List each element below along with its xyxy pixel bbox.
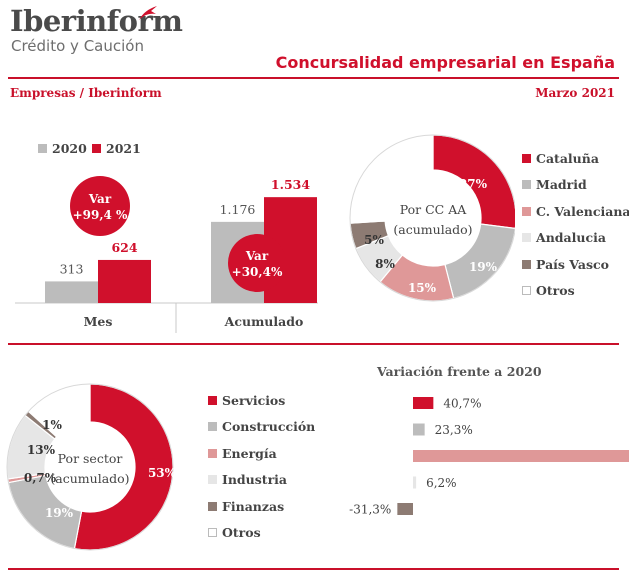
donut-center-label: Por CC AA bbox=[400, 202, 468, 217]
brand-subtitle: Crédito y Caución bbox=[11, 37, 144, 55]
legend-swatch bbox=[208, 475, 217, 485]
legend-label: 2020 bbox=[52, 141, 87, 156]
hbar-chart-variation: 40,7%23,3%450,0%6,2%-31,3% bbox=[349, 397, 629, 517]
variation-badge-text: Var bbox=[88, 192, 112, 206]
variation-badge-text: +30,4% bbox=[232, 265, 283, 279]
brand-logo-text: Iberinform bbox=[10, 4, 183, 38]
variation-value-label: 6,2% bbox=[426, 476, 457, 490]
bar-chart-total: 313 624 Mes 1.176 1.534 Acumulado Var +99,4 % Va… bbox=[15, 176, 318, 333]
legend-label: Andalucia bbox=[536, 230, 606, 246]
legend-swatch bbox=[522, 259, 531, 269]
variation-badge-text: Var bbox=[245, 249, 269, 263]
bar-value-label: 1.534 bbox=[271, 177, 310, 192]
variation-bar-energ-a bbox=[413, 450, 629, 462]
legend-item-2021: 2021 bbox=[92, 141, 141, 156]
legend-item-catalu-a: Cataluña bbox=[522, 151, 629, 177]
variation-bar-construcci-n bbox=[413, 423, 425, 436]
legend-label: Energía bbox=[222, 445, 277, 461]
donut-outline bbox=[349, 134, 515, 302]
legend-label: 2021 bbox=[106, 141, 141, 156]
legend-label: Industria bbox=[222, 472, 288, 488]
legend-swatch bbox=[208, 501, 217, 511]
legend-label: Madrid bbox=[536, 177, 587, 193]
donut-center-label: (acumulado) bbox=[50, 471, 129, 486]
legend-label: C. Valenciana bbox=[536, 203, 629, 219]
category-label: Mes bbox=[84, 314, 113, 329]
legend-item-servicios: Servicios bbox=[208, 393, 315, 419]
donut-center-label: (acumulado) bbox=[393, 222, 472, 237]
legend-label: Finanzas bbox=[222, 498, 285, 514]
middle-rule bbox=[8, 343, 619, 345]
legend-item-andalucia: Andalucia bbox=[522, 230, 629, 256]
donut-value-label: 5% bbox=[364, 233, 384, 247]
source-label: Empresas / Iberinform bbox=[10, 86, 162, 100]
bar-value-label: 1.176 bbox=[220, 202, 256, 217]
bar-2021-mes bbox=[98, 259, 151, 303]
variation-chart-title: Variación frente a 2020 bbox=[377, 364, 542, 379]
legend-item-otros: Otros bbox=[522, 283, 629, 309]
donut-outline bbox=[6, 383, 174, 551]
legend-item-otros: Otros bbox=[208, 525, 315, 551]
legend-item-industria: Industria bbox=[208, 472, 315, 498]
bar-2020-mes bbox=[45, 281, 98, 303]
variation-value-label: 23,3% bbox=[435, 423, 473, 437]
variation-bar-servicios bbox=[413, 397, 434, 409]
legend-swatch bbox=[208, 396, 217, 405]
legend-label: Construcción bbox=[222, 419, 316, 435]
legend-swatch bbox=[92, 144, 101, 153]
legend-item-finanzas: Finanzas bbox=[208, 499, 315, 525]
donut-value-label: 0,7% bbox=[24, 471, 57, 485]
legend-swatch bbox=[522, 233, 531, 243]
donut-value-label: 19% bbox=[469, 260, 498, 274]
legend-swatch bbox=[522, 154, 531, 163]
legend-item-madrid: Madrid bbox=[522, 177, 629, 203]
legend-swatch bbox=[38, 144, 47, 153]
legend-swatch bbox=[208, 422, 217, 432]
donut-center-label: Por sector bbox=[58, 451, 123, 466]
donut-chart-sector: 53% 19% 0,7% 13% 1% Por sector (acumulado) bbox=[6, 383, 177, 551]
legend-label: Servicios bbox=[222, 393, 286, 408]
donut-value-label: 1% bbox=[42, 418, 62, 432]
legend-item-pa-s-vasco: País Vasco bbox=[522, 257, 629, 283]
donut-value-label: 53% bbox=[148, 466, 177, 480]
logo-swoosh-icon bbox=[139, 6, 157, 20]
donut-value-label: 15% bbox=[408, 281, 437, 295]
donut-value-label: 19% bbox=[45, 506, 74, 520]
variation-badge-text: +99,4 % bbox=[73, 208, 128, 222]
legend-item-energ-a: Energía bbox=[208, 446, 315, 472]
category-label: Acumulado bbox=[224, 314, 304, 329]
variation-badge bbox=[70, 176, 130, 236]
variation-value-label: 40,7% bbox=[443, 397, 481, 411]
legend-swatch bbox=[208, 527, 217, 537]
legend-ccaa: Cataluña Madrid C. Valenciana Andalucia País… bbox=[522, 151, 629, 309]
legend-label: País Vasco bbox=[536, 256, 609, 272]
donut-chart-ccaa: 27% 19% 15% 8% 5% Por CC AA (acumulado) bbox=[349, 134, 515, 302]
date-label: Marzo 2021 bbox=[535, 86, 615, 100]
donut-value-label: 27% bbox=[459, 177, 488, 191]
legend-item-c-valenciana: C. Valenciana bbox=[522, 204, 629, 230]
legend-swatch bbox=[522, 180, 531, 190]
variation-bar-finanzas bbox=[397, 503, 413, 515]
legend-label: Otros bbox=[222, 524, 261, 540]
legend-item-construcci-n: Construcción bbox=[208, 419, 315, 445]
legend-swatch bbox=[208, 448, 217, 458]
bar-value-label: 313 bbox=[60, 261, 84, 276]
legend-swatch bbox=[522, 206, 531, 216]
header-rule bbox=[8, 77, 619, 79]
legend-label: Otros bbox=[536, 282, 575, 298]
donut-value-label: 8% bbox=[375, 257, 395, 271]
bar-value-label: 624 bbox=[111, 240, 137, 255]
legend-swatch bbox=[522, 285, 531, 295]
variation-value-label: -31,3% bbox=[349, 503, 391, 517]
legend-item-2020: 2020 bbox=[38, 141, 87, 156]
variation-bar-industria bbox=[413, 476, 417, 489]
legend-label: Cataluña bbox=[536, 151, 599, 166]
donut-value-label: 13% bbox=[27, 443, 56, 457]
footer-rule bbox=[8, 568, 619, 570]
page-title: Concursalidad empresarial en España bbox=[275, 53, 615, 72]
legend-sector: Servicios Construcción Energía Industria Fin… bbox=[208, 393, 315, 551]
variation-badge bbox=[228, 234, 286, 292]
